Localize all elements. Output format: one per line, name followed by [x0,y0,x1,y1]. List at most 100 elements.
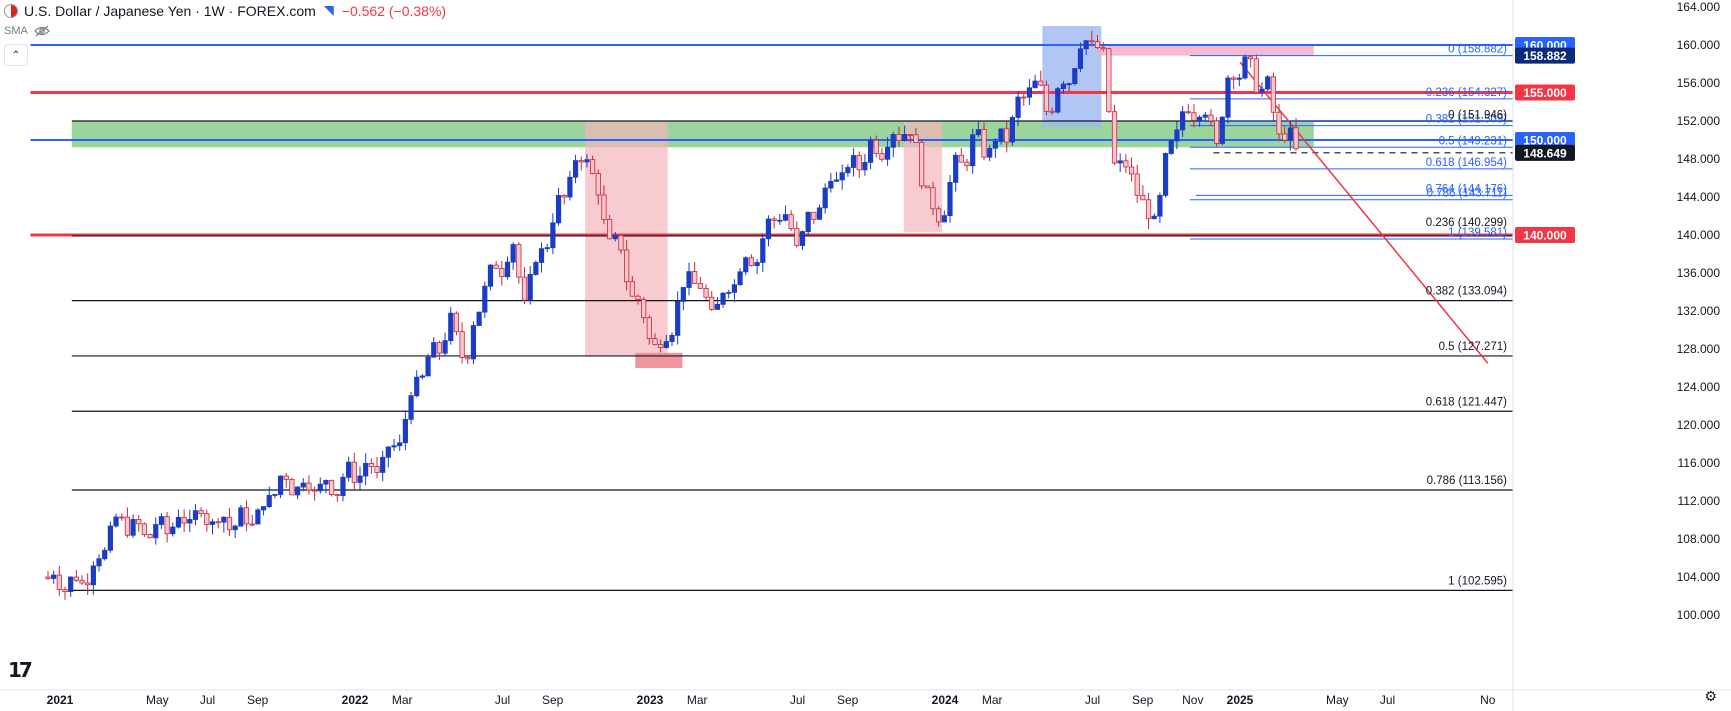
candle-down [1293,127,1299,150]
candle-down [1145,199,1152,220]
candle-down [873,139,879,154]
candle-up [340,476,346,496]
candle-up [510,244,516,263]
fib-blue-label: 0.764 (144.176) [1426,183,1507,195]
gear-icon[interactable]: ⚙ [1704,688,1717,704]
zone-red [585,121,668,356]
collapse-legend-button[interactable]: ⌃ [4,44,28,66]
price-badge [1515,132,1575,148]
candle-up [1077,48,1084,69]
x-tick-label: Mar [392,693,413,707]
fib-blue-label: 0.786 (143.711) [1427,188,1508,200]
candle-down [629,281,635,297]
candle-down [919,142,925,187]
candle-up [482,285,488,313]
candle-up [737,271,743,286]
candle-down [1094,41,1101,49]
fib-blue-label: 0.618 (146.954) [1426,157,1507,169]
candle-down [1214,120,1220,144]
candle-up [538,248,545,263]
candle-up [743,257,749,273]
candle-up [765,218,772,240]
candle-up [799,231,806,246]
price-badge-label: 150.000 [1523,134,1567,148]
candle-down [493,264,499,269]
candle-up [68,576,74,592]
candle-up [890,134,896,148]
candle-down [1282,133,1288,141]
candle-up [431,342,437,358]
candle-down [204,513,210,525]
candle-up [391,445,397,448]
candle-up [442,340,448,354]
candle-up [317,483,323,492]
candle-down [124,516,130,536]
x-tick-label: 2022 [342,693,369,707]
candle-down [896,134,902,141]
candle-up [1072,68,1078,85]
candle-up [221,516,227,523]
candle-down [601,194,607,220]
candle-down [595,173,601,196]
candle-up [714,303,720,310]
indicator-row: SMA [4,25,50,37]
candle-down [1123,160,1129,168]
candle-up [850,155,857,168]
candle-up [1009,117,1015,143]
candle-up [363,463,369,477]
candle-up [1168,140,1174,154]
y-tick-label: 140.000 [1677,228,1721,242]
candle-down [459,331,465,358]
candle-up [845,167,851,174]
candle-down [1208,114,1214,122]
candle-down [215,521,221,524]
x-tick-label: Mar [687,693,708,707]
candle-down [243,507,250,525]
candle-up [1015,96,1021,118]
y-tick-label: 136.000 [1677,266,1721,280]
candle-down [119,516,125,519]
price-badge [1515,47,1575,64]
y-tick-label: 152.000 [1677,114,1721,128]
candle-down [1276,111,1282,135]
candle-down [499,268,505,278]
us-flag-icon [4,4,18,18]
candle-up [567,176,573,198]
candle-down [147,534,153,539]
candle-down [136,519,142,525]
candle-down [794,228,800,246]
x-tick-label: No [1480,693,1496,707]
candle-up [754,262,760,266]
candle-down [312,489,318,492]
fib-label: 0.618 (121.447) [1426,396,1507,408]
candle-up [669,334,675,342]
y-tick-label: 128.000 [1677,342,1721,356]
candle-up [1225,77,1231,118]
indicator-label[interactable]: SMA [4,25,28,37]
y-tick-label: 104.000 [1677,570,1721,584]
candle-up [209,521,216,525]
candle-up [550,222,556,249]
candle-down [73,576,79,581]
candle-up [839,172,845,181]
candle-down [453,312,460,333]
candle-up [731,284,738,293]
fib-label: 0.786 (113.156) [1427,475,1508,487]
candle-down [981,129,987,158]
symbol-title[interactable]: U.S. Dollar / Japanese Yen · 1W · FOREX.… [24,3,316,19]
x-tick-label: 2023 [637,693,664,707]
candle-up [272,494,278,496]
x-tick-label: 2024 [932,693,959,707]
candle-up [760,238,766,263]
candle-up [487,264,494,287]
candle-up [533,262,539,275]
candle-up [947,182,953,217]
eye-hidden-icon[interactable] [33,25,50,37]
candle-down [85,582,91,586]
candle-up [385,446,391,458]
x-tick-label: Mar [982,693,1003,707]
candle-down [62,589,68,592]
candle-down [521,276,528,301]
candle-up [192,510,199,520]
